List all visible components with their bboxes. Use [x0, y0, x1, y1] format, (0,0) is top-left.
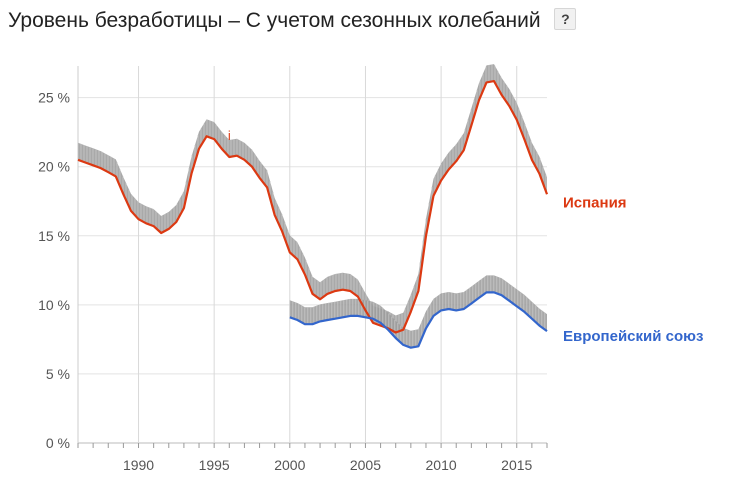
- y-tick-label: 5 %: [46, 366, 70, 382]
- y-tick-label: 25 %: [38, 90, 70, 106]
- series-shadow-band: [289, 275, 547, 348]
- series-label: Испания: [563, 194, 627, 211]
- series-labels: Испания Европейский союз: [563, 194, 703, 345]
- x-tick-label: 2015: [501, 457, 532, 473]
- y-axis-ticks: 0 % 5 % 10 % 15 % 20 % 25 %: [38, 90, 70, 451]
- y-tick-label: 10 %: [38, 297, 70, 313]
- series-line: [77, 80, 549, 334]
- series-label: Европейский союз: [563, 328, 703, 345]
- annotations: i: [228, 128, 231, 143]
- x-axis-ticks: 1990 1995 2000 2005 2010 2015: [123, 457, 533, 473]
- series-line: [289, 291, 548, 349]
- x-tick-label: 1995: [199, 457, 230, 473]
- x-tick-label: 2010: [426, 457, 457, 473]
- x-tick-label: 2005: [350, 457, 381, 473]
- grid-lines: [77, 66, 548, 448]
- annotation-marker: i: [228, 128, 231, 143]
- y-tick-label: 0 %: [46, 435, 70, 451]
- help-button[interactable]: ?: [554, 8, 577, 30]
- chart-title-bar: Уровень безработицы – С учетом сезонных …: [8, 8, 577, 33]
- x-tick-label: 2000: [274, 457, 305, 473]
- y-tick-label: 15 %: [38, 228, 70, 244]
- chart-title: Уровень безработицы – С учетом сезонных …: [8, 9, 541, 32]
- y-tick-label: 20 %: [38, 159, 70, 175]
- x-tick-label: 1990: [123, 457, 154, 473]
- series-lines: [77, 80, 549, 349]
